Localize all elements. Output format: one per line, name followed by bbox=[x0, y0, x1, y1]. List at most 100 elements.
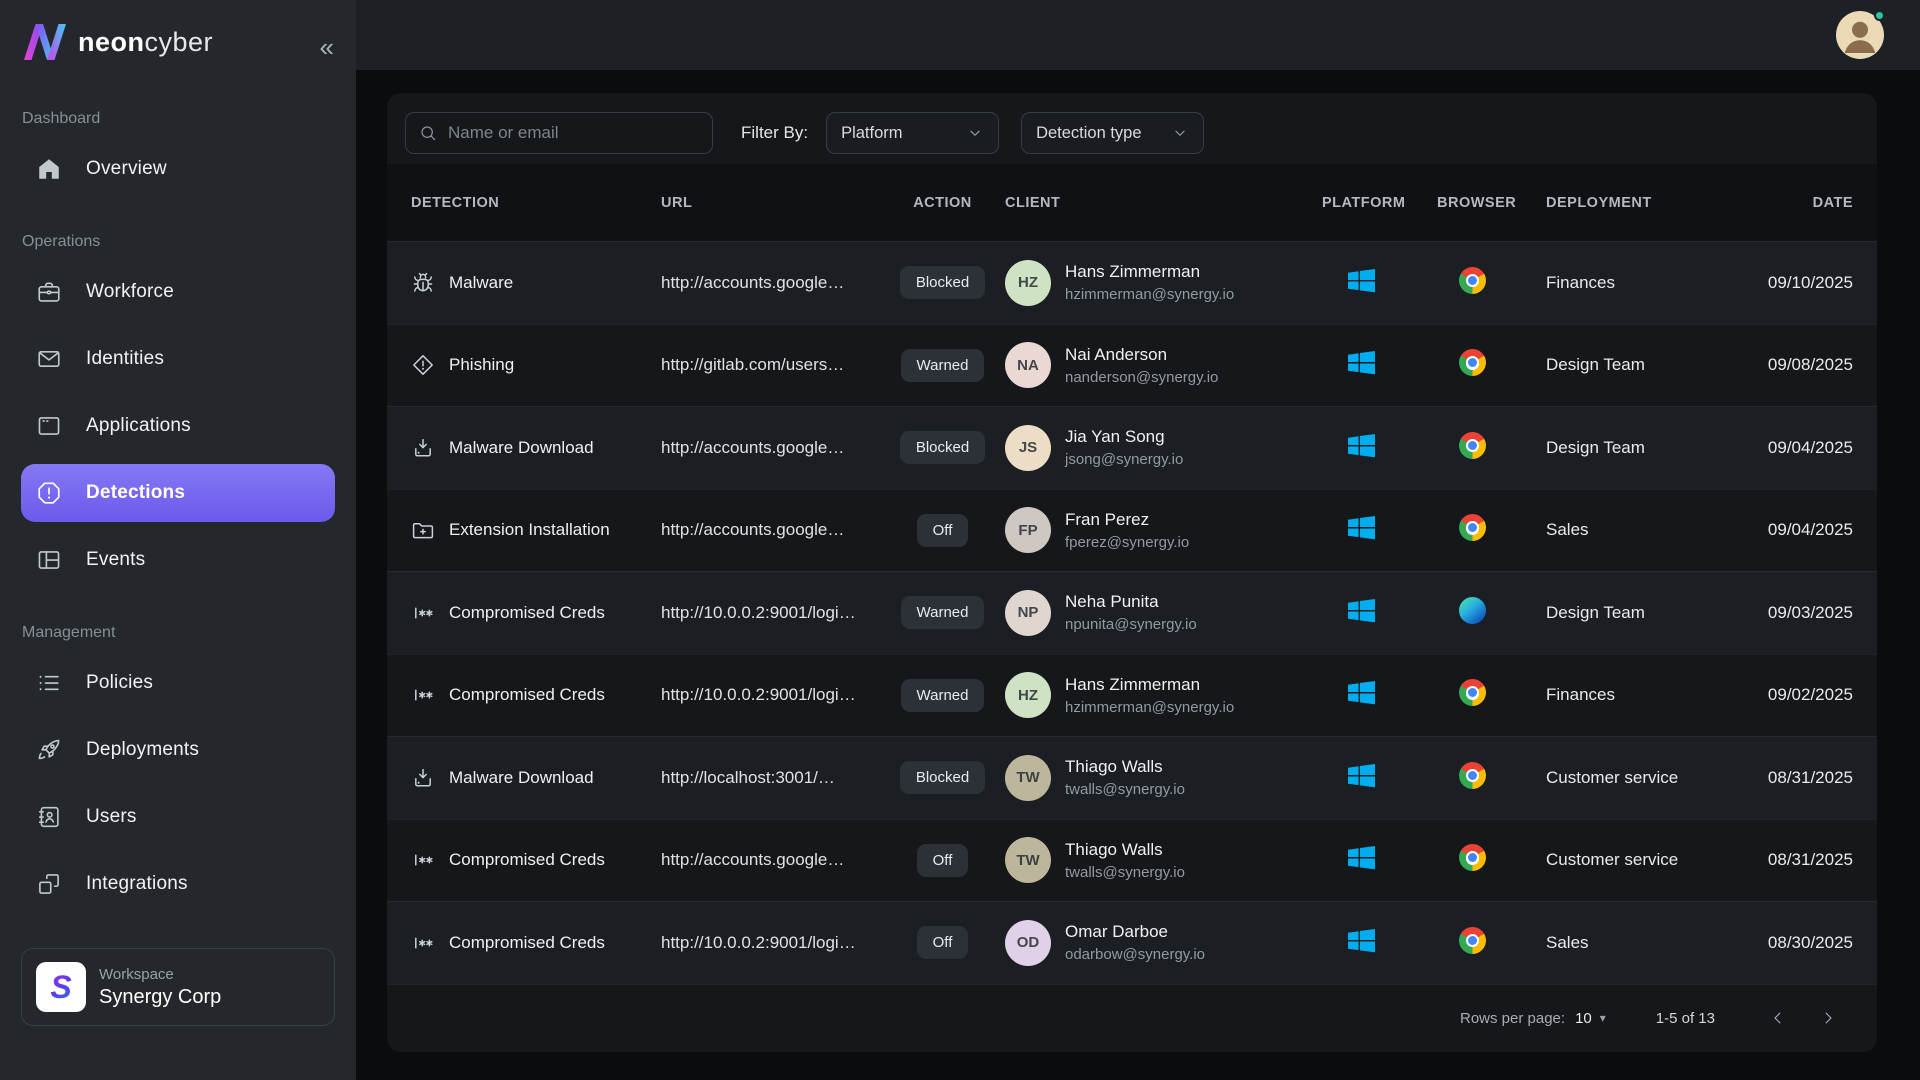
sidebar-item-label: Detections bbox=[86, 482, 186, 503]
table-row[interactable]: Phishing http://gitlab.com/users… Warned… bbox=[387, 323, 1877, 407]
client-email: hzimmerman@synergy.io bbox=[1065, 698, 1235, 716]
workspace-card[interactable]: S Workspace Synergy Corp bbox=[21, 948, 335, 1026]
home-icon bbox=[36, 156, 62, 182]
sidebar-item-policies[interactable]: Policies bbox=[21, 654, 335, 712]
credentials-icon bbox=[411, 931, 435, 955]
action-badge: Warned bbox=[900, 596, 985, 630]
next-page-button[interactable] bbox=[1813, 1003, 1843, 1033]
alert-diamond-icon bbox=[411, 353, 435, 377]
client-email: npunita@synergy.io bbox=[1065, 616, 1197, 634]
detection-cell: Compromised Creds bbox=[411, 683, 661, 707]
detection-type-filter-dropdown[interactable]: Detection type bbox=[1021, 112, 1205, 154]
client-cell: JS Jia Yan Song jsong@synergy.io bbox=[1005, 424, 1322, 471]
windows-icon bbox=[1348, 762, 1375, 789]
detection-label: Compromised Creds bbox=[449, 850, 605, 870]
brand-name: neoncyber bbox=[78, 26, 214, 57]
detection-cell: Compromised Creds bbox=[411, 931, 661, 955]
chrome-icon bbox=[1459, 514, 1486, 542]
previous-page-button[interactable] bbox=[1763, 1003, 1793, 1033]
sidebar-item-deployments[interactable]: Deployments bbox=[21, 721, 335, 779]
action-cell: Blocked bbox=[880, 431, 1005, 465]
detection-cell: Phishing bbox=[411, 353, 661, 377]
online-status-dot bbox=[1874, 10, 1885, 21]
edge-icon bbox=[1459, 596, 1486, 624]
windows-icon bbox=[1348, 514, 1375, 541]
sidebar-section-label: Operations bbox=[22, 233, 101, 250]
sidebar-item-workforce[interactable]: Workforce bbox=[21, 263, 335, 321]
sidebar-item-detections[interactable]: Detections bbox=[21, 464, 335, 522]
platform-cell bbox=[1322, 927, 1437, 959]
chrome-icon bbox=[1459, 349, 1486, 377]
client-avatar: NP bbox=[1005, 589, 1051, 636]
credentials-icon bbox=[411, 848, 435, 872]
client-name: Neha Punita bbox=[1065, 592, 1159, 612]
chrome-icon bbox=[1459, 761, 1486, 789]
windows-icon bbox=[1348, 432, 1375, 459]
folder-plus-icon bbox=[411, 518, 435, 542]
windows-icon bbox=[1348, 267, 1375, 294]
sidebar-item-applications[interactable]: Applications bbox=[21, 397, 335, 455]
content-area: Filter By: Platform Detection type DETEC… bbox=[356, 70, 1920, 1080]
action-cell: Blocked bbox=[880, 266, 1005, 300]
client-email: hzimmerman@synergy.io bbox=[1065, 286, 1235, 304]
rows-per-page-label: Rows per page: bbox=[1460, 1009, 1566, 1027]
table-row[interactable]: Compromised Creds http://10.0.0.2:9001/l… bbox=[387, 571, 1877, 654]
sidebar-section-label: Management bbox=[22, 624, 116, 641]
table-row[interactable]: Malware http://accounts.google… Blocked … bbox=[387, 241, 1877, 324]
platform-filter-dropdown[interactable]: Platform bbox=[826, 112, 1000, 154]
sidebar-item-label: Users bbox=[86, 806, 137, 827]
client-avatar: HZ bbox=[1005, 259, 1051, 306]
deployment-cell: Finances bbox=[1546, 272, 1615, 292]
date-cell: 09/08/2025 bbox=[1767, 355, 1853, 375]
date-cell: 08/31/2025 bbox=[1767, 850, 1853, 870]
date-cell: 08/30/2025 bbox=[1767, 932, 1853, 952]
action-cell: Off bbox=[880, 843, 1005, 877]
sidebar-section: Operations Workforce Identities Applicat… bbox=[0, 207, 356, 598]
sidebar-item-users[interactable]: Users bbox=[21, 788, 335, 846]
client-email: twalls@synergy.io bbox=[1065, 781, 1185, 799]
sidebar-item-overview[interactable]: Overview bbox=[21, 140, 335, 198]
column-header-platform: PLATFORM bbox=[1322, 194, 1406, 211]
sidebar-collapse-icon[interactable]: « bbox=[319, 32, 334, 62]
search-input[interactable] bbox=[448, 123, 700, 143]
table-row[interactable]: Malware Download http://localhost:3001/…… bbox=[387, 736, 1877, 819]
table-row[interactable]: Compromised Creds http://10.0.0.2:9001/l… bbox=[387, 901, 1877, 984]
sidebar-header: neoncyber « bbox=[0, 0, 356, 84]
deployment-cell: Design Team bbox=[1546, 602, 1645, 622]
table-row[interactable]: Compromised Creds http://10.0.0.2:9001/l… bbox=[387, 653, 1877, 737]
sidebar-item-events[interactable]: Events bbox=[21, 531, 335, 589]
windows-icon bbox=[1348, 349, 1375, 376]
table-row[interactable]: Extension Installation http://accounts.g… bbox=[387, 488, 1877, 572]
platform-cell bbox=[1322, 514, 1437, 546]
sidebar-item-label: Events bbox=[86, 549, 146, 570]
workspace-name: Synergy Corp bbox=[99, 985, 222, 1008]
user-avatar[interactable] bbox=[1836, 10, 1885, 59]
sidebar-item-label: Deployments bbox=[86, 739, 200, 760]
table-row[interactable]: Compromised Creds http://accounts.google… bbox=[387, 818, 1877, 902]
client-avatar: HZ bbox=[1005, 672, 1051, 719]
sidebar-item-identities[interactable]: Identities bbox=[21, 330, 335, 388]
sidebar-item-integrations[interactable]: Integrations bbox=[21, 855, 335, 913]
client-avatar: TW bbox=[1005, 837, 1051, 884]
rows-per-page-value[interactable]: 10 bbox=[1575, 1009, 1592, 1027]
table-row[interactable]: Malware Download http://accounts.google…… bbox=[387, 406, 1877, 489]
client-name: Thiago Walls bbox=[1065, 757, 1163, 777]
rows-per-page-caret-icon[interactable]: ▾ bbox=[1599, 1011, 1606, 1025]
deployment-cell: Design Team bbox=[1546, 437, 1645, 457]
sidebar-item-label: Applications bbox=[86, 415, 191, 436]
client-email: jsong@synergy.io bbox=[1065, 451, 1184, 469]
client-avatar: TW bbox=[1005, 754, 1051, 801]
bug-icon bbox=[411, 271, 435, 295]
search-box[interactable] bbox=[405, 112, 713, 154]
client-cell: HZ Hans Zimmerman hzimmerman@synergy.io bbox=[1005, 259, 1322, 306]
client-name: Hans Zimmerman bbox=[1065, 262, 1201, 282]
windows-icon bbox=[1348, 844, 1375, 871]
client-avatar: NA bbox=[1005, 342, 1051, 389]
url-cell: http://10.0.0.2:9001/logi… bbox=[661, 602, 856, 622]
chevron-down-icon bbox=[966, 124, 984, 142]
client-name: Thiago Walls bbox=[1065, 839, 1163, 859]
action-cell: Off bbox=[880, 513, 1005, 547]
column-header-browser: BROWSER bbox=[1437, 194, 1517, 211]
client-cell: TW Thiago Walls twalls@synergy.io bbox=[1005, 754, 1322, 801]
action-badge: Blocked bbox=[899, 266, 986, 300]
